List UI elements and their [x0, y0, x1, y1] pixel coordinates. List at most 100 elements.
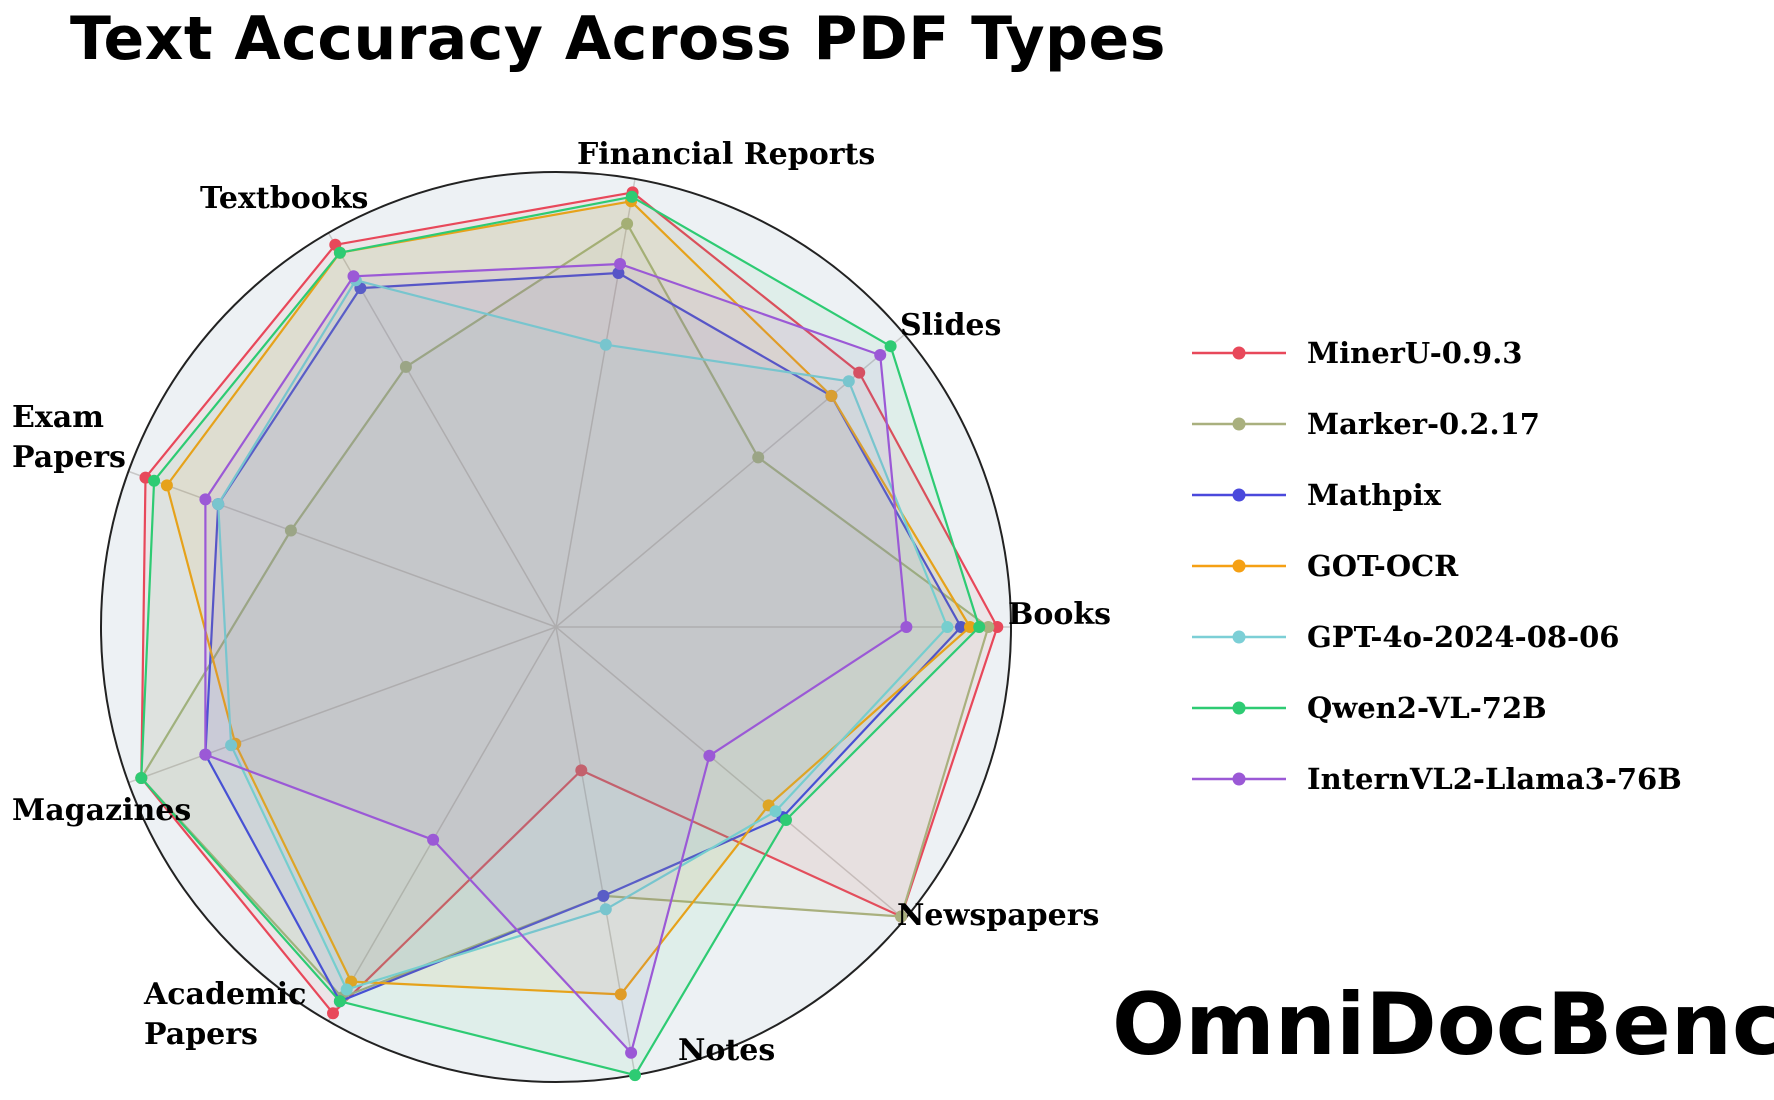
axis-label-8: Newspapers [897, 898, 1099, 933]
spoke-4 [128, 470, 557, 628]
legend-label: Qwen2-VL-72B [1307, 691, 1547, 725]
series-0 [135, 186, 1004, 1020]
data-point-1 [752, 451, 765, 464]
legend-label: Mathpix [1307, 478, 1442, 512]
data-point-0 [982, 621, 995, 633]
legend-marker [1232, 701, 1246, 715]
axis-label-4: Exam Papers [12, 400, 126, 475]
data-point-6 [340, 983, 353, 996]
axis-label-3: Textbooks [200, 181, 368, 216]
series-polygon [204, 271, 963, 1003]
data-point-2 [612, 267, 625, 279]
data-point-8 [780, 814, 792, 826]
legend-item-6: InternVL2-Llama3-76B [1192, 762, 1682, 796]
data-point-1 [825, 389, 838, 402]
legend: MinerU-0.9.3 Marker-0.2.17 Mathpix GOT-OCR G… [1192, 336, 1682, 796]
legend-marker [1232, 630, 1246, 644]
legend-marker [1232, 772, 1246, 786]
data-point-6 [327, 1007, 339, 1020]
data-point-1 [853, 366, 866, 379]
legend-label: MinerU-0.9.3 [1307, 336, 1522, 370]
series-4 [212, 274, 954, 996]
data-point-2 [599, 338, 612, 351]
data-point-2 [621, 217, 634, 230]
legend-item-1: Marker-0.2.17 [1192, 407, 1540, 441]
spoke-7 [555, 626, 636, 1076]
series-polygon [140, 222, 990, 999]
data-point-1 [884, 340, 897, 353]
axis-label-1: Slides [900, 308, 1001, 343]
series-polygon [140, 195, 981, 1077]
data-point-7 [629, 1069, 641, 1082]
data-point-8 [895, 910, 908, 923]
data-point-6 [427, 833, 440, 846]
data-point-7 [597, 889, 610, 902]
radar-grid [100, 171, 1012, 1083]
data-point-0 [973, 621, 986, 633]
data-point-6 [333, 995, 346, 1008]
data-point-2 [625, 190, 638, 203]
data-point-4 [212, 498, 225, 511]
data-point-1 [842, 375, 855, 388]
data-point-3 [347, 270, 360, 283]
legend-label: InternVL2-Llama3-76B [1307, 762, 1682, 796]
legend-item-2: Mathpix [1192, 478, 1442, 512]
radar-series [135, 186, 1004, 1082]
series-3 [160, 195, 976, 1001]
data-point-5 [225, 739, 238, 752]
data-point-4 [199, 493, 212, 506]
data-point-0 [941, 621, 954, 633]
axis-label-5: Magazines [12, 793, 191, 828]
series-polygon [204, 262, 908, 1054]
data-point-4 [284, 524, 297, 537]
data-point-0 [900, 621, 913, 633]
data-point-3 [399, 360, 412, 373]
data-point-5 [135, 772, 148, 784]
legend-item-5: Qwen2-VL-72B [1192, 691, 1547, 725]
spoke-2 [555, 178, 636, 628]
axis-label-6: Academic Papers [143, 977, 306, 1052]
data-point-7 [599, 903, 612, 916]
legend-item-4: GPT-4o-2024-08-06 [1192, 620, 1619, 654]
series-polygon [165, 200, 972, 996]
chart-title: Text Accuracy Across PDF Types [70, 4, 1166, 74]
data-point-3 [333, 246, 346, 259]
legend-label: GPT-4o-2024-08-06 [1307, 620, 1619, 654]
legend-marker [1232, 559, 1246, 573]
data-point-8 [769, 805, 782, 818]
spoke-6 [327, 626, 557, 1022]
legend-marker [1232, 346, 1246, 360]
series-6 [199, 258, 913, 1059]
data-point-4 [148, 474, 161, 487]
data-point-8 [703, 749, 716, 762]
spoke-3 [327, 232, 557, 628]
data-point-7 [614, 988, 627, 1001]
series-5 [135, 190, 986, 1082]
legend-item-0: MinerU-0.9.3 [1192, 336, 1522, 370]
axis-label-2: Financial Reports [577, 137, 875, 172]
radar-outline [100, 171, 1012, 1083]
legend-marker [1232, 488, 1246, 502]
data-point-7 [575, 764, 588, 777]
data-point-0 [964, 621, 976, 633]
data-point-0 [991, 621, 1004, 633]
omnidocbench-watermark: OmniDocBench [1112, 975, 1774, 1075]
radar-axis-labels: Books Slides Financial Reports Textbooks Exa… [12, 137, 1111, 1068]
data-point-1 [874, 349, 887, 361]
data-point-4 [160, 479, 173, 492]
axis-label-7: Notes [678, 1033, 775, 1068]
legend-marker [1232, 417, 1246, 431]
series-polygon [140, 191, 999, 1015]
series-polygon [217, 279, 949, 991]
legend-item-3: GOT-OCR [1192, 549, 1459, 583]
legend-label: GOT-OCR [1307, 549, 1459, 583]
data-point-0 [955, 621, 967, 633]
spoke-5 [128, 626, 557, 784]
legend-label: Marker-0.2.17 [1307, 407, 1540, 441]
data-point-7 [625, 1046, 638, 1059]
spoke-8 [555, 626, 906, 921]
data-point-2 [614, 258, 626, 270]
axis-label-0: Books [1008, 597, 1111, 632]
data-point-5 [199, 748, 212, 761]
